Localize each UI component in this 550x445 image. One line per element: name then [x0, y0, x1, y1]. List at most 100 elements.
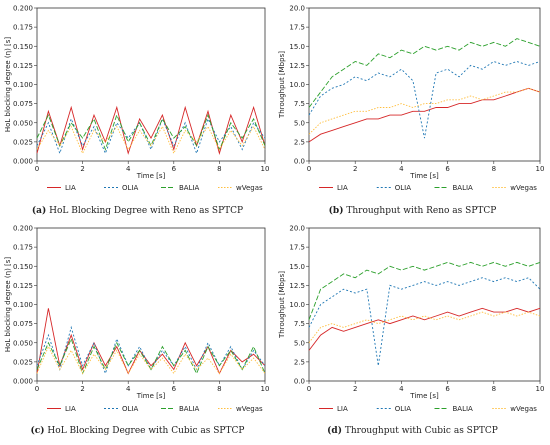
series-line-olia [36, 325, 266, 375]
series-line-wvegas [36, 345, 266, 375]
x-tick-label: 8 [492, 385, 496, 393]
caption-b-tag: (b) [328, 206, 344, 216]
y-tick-label: 2.5 [294, 138, 305, 146]
y-axis-label: Throughput [Mbps] [278, 51, 286, 119]
caption-c-tag: (c) [30, 426, 45, 436]
x-tick-label: 10 [261, 165, 270, 173]
y-tick-label: 7.5 [294, 320, 305, 328]
series-line-wvegas [36, 125, 266, 155]
x-axis-label: Time [s] [409, 172, 439, 180]
y-tick-label: 0.000 [13, 158, 33, 166]
caption-c-text: HoL Blocking Degree with Cubic as SPTCP [47, 426, 245, 436]
series-line-lia [308, 307, 541, 351]
x-tick-label: 8 [217, 165, 221, 173]
legend-label-wvegas: wVegas [236, 184, 263, 192]
caption-a: (a) HoL Blocking Degree with Reno as SPT… [0, 206, 275, 216]
legend: LIA OLIA BALIA wVegas [47, 184, 263, 192]
series-line-olia [308, 61, 541, 139]
series-line-balia [36, 113, 266, 151]
legend-label-balia: BALIA [453, 184, 474, 192]
y-tick-label: 0.050 [13, 119, 33, 127]
legend-label-balia: BALIA [179, 405, 200, 413]
y-tick-label: 10.0 [289, 81, 305, 89]
x-tick-label: 2 [80, 165, 84, 173]
legend-label-olia: OLIA [395, 184, 411, 192]
y-tick-label: 0.075 [13, 320, 33, 328]
caption-b-text: Throughput with Reno as SPTCP [346, 206, 497, 216]
y-axis-label: Throughput [Mbps] [278, 271, 286, 339]
legend-label-wvegas: wVegas [510, 184, 537, 192]
legend-label-lia: LIA [65, 405, 76, 413]
x-tick-label: 0 [307, 385, 311, 393]
caption-d-text: Throughput with Cubic as SPTCP [344, 426, 498, 436]
y-axis-label: HoL blocking degree (η) [s] [4, 37, 12, 133]
y-tick-label: 0.175 [13, 244, 33, 252]
legend-label-olia: OLIA [122, 184, 138, 192]
y-tick-label: 0.125 [13, 62, 33, 70]
legend-label-wvegas: wVegas [236, 405, 263, 413]
y-tick-label: 10.0 [289, 301, 305, 309]
x-tick-label: 4 [399, 385, 404, 393]
caption-a-text: HoL Blocking Degree with Reno as SPTCP [49, 206, 244, 216]
chart-d: 0.0 2.5 5.0 7.5 10.0 12.5 15.0 17.5 20.0 0 2 4 6 8 10 T… [278, 225, 544, 414]
y-tick-label: 0.175 [13, 24, 33, 32]
caption-c: (c) HoL Blocking Degree with Cubic as SP… [0, 426, 275, 436]
series-line-wvegas [308, 87, 541, 135]
x-tick-label: 10 [536, 385, 545, 393]
y-tick-label: 0.150 [13, 263, 33, 271]
y-tick-label: 0.125 [13, 282, 33, 290]
x-tick-label: 0 [35, 165, 39, 173]
y-tick-label: 0.050 [13, 339, 33, 347]
series-line-olia [308, 277, 541, 366]
x-tick-label: 4 [126, 385, 131, 393]
y-tick-label: 0.025 [13, 358, 33, 366]
caption-a-tag: (a) [31, 206, 47, 216]
y-axis-label: HoL blocking degree (η) [s] [4, 257, 12, 353]
legend: LIA OLIA BALIA wVegas [47, 405, 263, 413]
y-tick-label: 12.5 [289, 282, 305, 290]
x-tick-label: 2 [80, 385, 84, 393]
legend-label-lia: LIA [337, 405, 348, 413]
y-tick-label: 0.025 [13, 138, 33, 146]
series-line-balia [308, 38, 541, 108]
series-line-olia [36, 117, 266, 155]
x-tick-label: 4 [399, 165, 404, 173]
y-tick-label: 15.0 [289, 263, 305, 271]
y-tick-label: 0.075 [13, 100, 33, 108]
y-tick-label: 0.200 [13, 225, 33, 233]
legend-label-lia: LIA [65, 184, 76, 192]
y-tick-label: 20.0 [289, 5, 305, 13]
plot-frame [36, 227, 266, 382]
x-axis-label: Time [s] [409, 392, 439, 400]
x-tick-label: 0 [307, 165, 311, 173]
caption-b: (b) Throughput with Reno as SPTCP [275, 206, 550, 216]
y-tick-label: 0.100 [13, 301, 33, 309]
y-tick-label: 0.100 [13, 81, 33, 89]
series-line-lia [308, 87, 541, 143]
series-line-wvegas [308, 311, 541, 344]
legend-label-olia: OLIA [122, 405, 138, 413]
y-tick-label: 2.5 [294, 358, 305, 366]
x-tick-label: 10 [261, 385, 270, 393]
y-tick-label: 0.000 [13, 378, 33, 386]
y-tick-label: 5.0 [294, 339, 305, 347]
x-tick-label: 6 [445, 165, 450, 173]
y-tick-label: 15.0 [289, 43, 305, 51]
x-tick-label: 6 [445, 385, 450, 393]
series-line-lia [36, 105, 266, 155]
chart-b: 0.0 2.5 5.0 7.5 10.0 12.5 15.0 17.5 20.0 0 2 4 6 8 10 T… [278, 5, 544, 193]
series-line-balia [308, 261, 541, 320]
x-tick-label: 6 [172, 165, 177, 173]
x-tick-label: 2 [353, 385, 357, 393]
caption-d: (d) Throughput with Cubic as SPTCP [275, 426, 550, 436]
x-tick-label: 8 [492, 165, 496, 173]
legend: LIA OLIA BALIA wVegas [319, 405, 537, 413]
legend-label-wvegas: wVegas [510, 405, 537, 413]
y-tick-label: 0.0 [294, 378, 305, 386]
legend-label-balia: BALIA [179, 184, 200, 192]
x-axis-label: Time [s] [136, 392, 166, 400]
x-tick-label: 8 [217, 385, 221, 393]
caption-d-tag: (d) [327, 426, 342, 436]
x-tick-label: 10 [536, 165, 545, 173]
